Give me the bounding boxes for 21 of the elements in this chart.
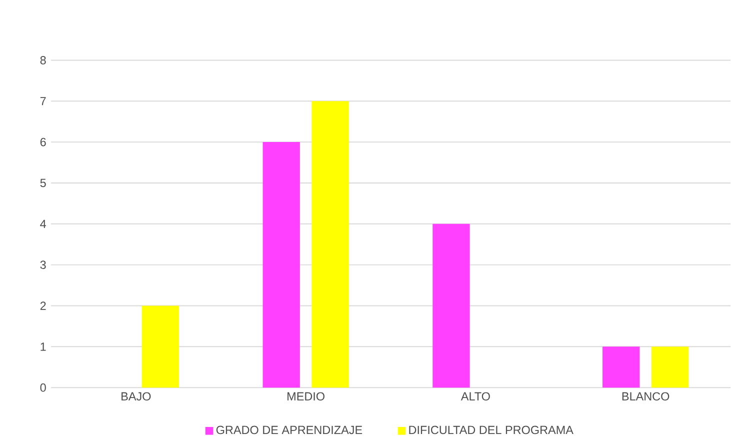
bar: [432, 224, 470, 388]
y-tick-label: 5: [40, 178, 46, 188]
y-tick-label: 2: [40, 302, 46, 310]
x-tick-label: BLANCO: [622, 392, 670, 400]
y-tick-label: 8: [40, 56, 46, 64]
legend-label: DIFICULTAD DEL PROGRAMA: [409, 426, 574, 434]
bar: [142, 306, 179, 388]
x-tick-label: BAJO: [122, 392, 151, 400]
y-tick-label: 6: [40, 138, 46, 146]
y-tick-label: 1: [40, 342, 46, 351]
bar: [651, 346, 689, 388]
y-tick-label: 0: [40, 383, 46, 392]
y-tick-label: 7: [40, 97, 46, 106]
legend-label: GRADO DE APRENDIZAJE: [216, 426, 362, 434]
bar: [312, 101, 349, 388]
x-tick-label: MEDIO: [288, 392, 324, 400]
y-tick-label: 4: [40, 220, 46, 228]
y-tick-label: 3: [40, 260, 46, 269]
bar: [602, 346, 640, 388]
x-tick-label: ALTO: [460, 392, 490, 400]
bar: [262, 142, 300, 388]
